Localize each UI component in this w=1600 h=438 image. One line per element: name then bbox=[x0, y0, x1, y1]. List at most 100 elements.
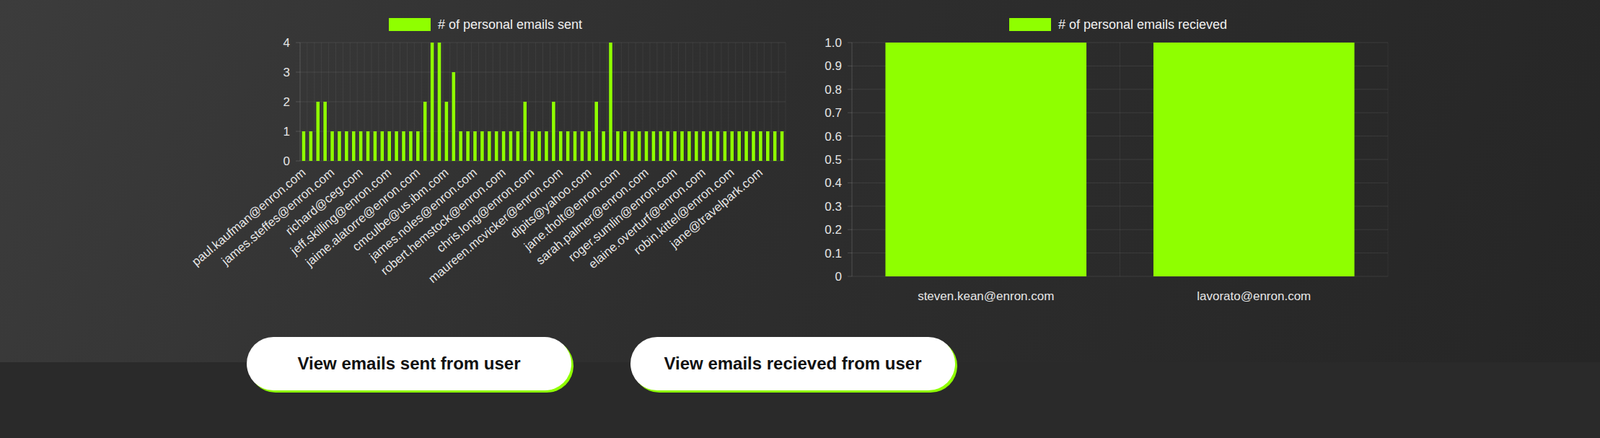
x-tick-label: steven.kean@enron.com bbox=[917, 289, 1054, 303]
bar bbox=[466, 131, 470, 161]
bar bbox=[594, 101, 599, 161]
y-tick-label: 1.0 bbox=[824, 36, 842, 50]
bar bbox=[780, 131, 785, 161]
bar bbox=[551, 101, 556, 161]
bar bbox=[380, 131, 385, 161]
bar bbox=[687, 131, 692, 161]
y-tick bbox=[847, 135, 852, 137]
y-tick bbox=[295, 101, 301, 103]
bar bbox=[559, 131, 563, 161]
bar bbox=[766, 131, 770, 161]
bar bbox=[530, 131, 534, 161]
y-tick bbox=[847, 252, 852, 254]
x-tick-label: sarah.palmer@enron.com bbox=[533, 165, 652, 268]
grid-line-x bbox=[335, 42, 337, 161]
bar bbox=[373, 131, 378, 161]
grid-line-x bbox=[1387, 42, 1389, 277]
grid-line-x bbox=[485, 42, 487, 161]
bar bbox=[352, 131, 356, 161]
y-tick bbox=[847, 182, 852, 184]
grid-line-x bbox=[428, 42, 430, 161]
grid-line-x bbox=[699, 42, 701, 161]
bar bbox=[302, 131, 306, 161]
y-tick-label: 0.7 bbox=[824, 106, 842, 120]
y-tick bbox=[847, 65, 852, 67]
y-tick-label: 3 bbox=[283, 65, 290, 80]
grid-line-x bbox=[513, 42, 515, 161]
grid-line-x bbox=[670, 42, 672, 161]
bar bbox=[473, 131, 477, 161]
grid-line-x bbox=[692, 42, 694, 161]
grid-line-x bbox=[742, 42, 744, 161]
grid-line-x bbox=[635, 42, 637, 161]
grid-line-x bbox=[342, 42, 344, 161]
bar bbox=[323, 101, 327, 161]
bar bbox=[737, 131, 741, 161]
legend-label: # of personal emails recieved bbox=[1058, 17, 1228, 32]
bar bbox=[709, 131, 713, 161]
bar bbox=[516, 131, 521, 161]
bar bbox=[616, 131, 620, 161]
bar bbox=[430, 42, 435, 161]
bar bbox=[330, 131, 334, 161]
bar bbox=[730, 131, 734, 161]
bar bbox=[480, 131, 485, 161]
grid-line-x bbox=[714, 42, 715, 161]
grid-line-x bbox=[706, 42, 708, 161]
bar bbox=[751, 131, 756, 161]
y-tick bbox=[847, 159, 852, 161]
grid-line-x bbox=[606, 42, 608, 161]
grid-line-x bbox=[507, 42, 508, 161]
x-tick-label: paul.kaufman@enron.com bbox=[188, 165, 309, 270]
bar bbox=[701, 131, 706, 161]
grid-line-x bbox=[577, 42, 579, 161]
bar bbox=[522, 101, 527, 161]
y-tick-label: 0.5 bbox=[824, 152, 842, 167]
grid-line-x bbox=[321, 42, 322, 161]
bar bbox=[587, 131, 592, 161]
bar bbox=[437, 42, 442, 161]
y-tick-label: 0.4 bbox=[824, 176, 842, 190]
bar bbox=[680, 131, 684, 161]
grid-line-x bbox=[549, 42, 551, 161]
bar bbox=[659, 131, 663, 161]
grid-line-x bbox=[592, 42, 593, 161]
bar bbox=[509, 131, 513, 161]
bar bbox=[673, 131, 677, 161]
action-button[interactable]: View emails recieved from user bbox=[630, 336, 956, 391]
bar bbox=[359, 131, 363, 161]
grid-line-x bbox=[771, 42, 772, 161]
bar bbox=[885, 42, 1087, 277]
y-tick bbox=[847, 276, 852, 278]
y-tick-label: 0.2 bbox=[824, 222, 842, 237]
grid-line-x bbox=[328, 42, 329, 161]
bar bbox=[416, 131, 420, 161]
y-tick-label: 0 bbox=[835, 269, 842, 284]
grid-line-x bbox=[778, 42, 780, 161]
grid-line-x bbox=[520, 42, 522, 161]
chart-0: 01234paul.kaufman@enron.comjames.steffes… bbox=[188, 17, 786, 286]
y-tick-label: 0.6 bbox=[824, 129, 842, 144]
bar bbox=[758, 131, 763, 161]
grid-line-x bbox=[628, 42, 630, 161]
bar bbox=[608, 42, 613, 161]
bar bbox=[637, 131, 642, 161]
y-tick bbox=[295, 72, 301, 73]
bar bbox=[644, 131, 649, 161]
bar bbox=[445, 101, 449, 161]
grid-line-x bbox=[685, 42, 687, 161]
bar bbox=[623, 131, 627, 161]
y-tick-label: 4 bbox=[283, 36, 290, 50]
grid-line-x bbox=[649, 42, 650, 161]
grid-line-x bbox=[478, 42, 479, 161]
bar bbox=[537, 131, 542, 161]
grid-line-x bbox=[656, 42, 658, 161]
bar bbox=[309, 131, 314, 161]
grid-line-x bbox=[492, 42, 494, 161]
legend-swatch bbox=[1009, 18, 1052, 32]
bar bbox=[566, 131, 570, 161]
bar bbox=[744, 131, 749, 161]
action-button[interactable]: View emails sent from user bbox=[246, 336, 572, 391]
grid-line-x bbox=[735, 42, 736, 161]
grid-line-x bbox=[364, 42, 366, 161]
